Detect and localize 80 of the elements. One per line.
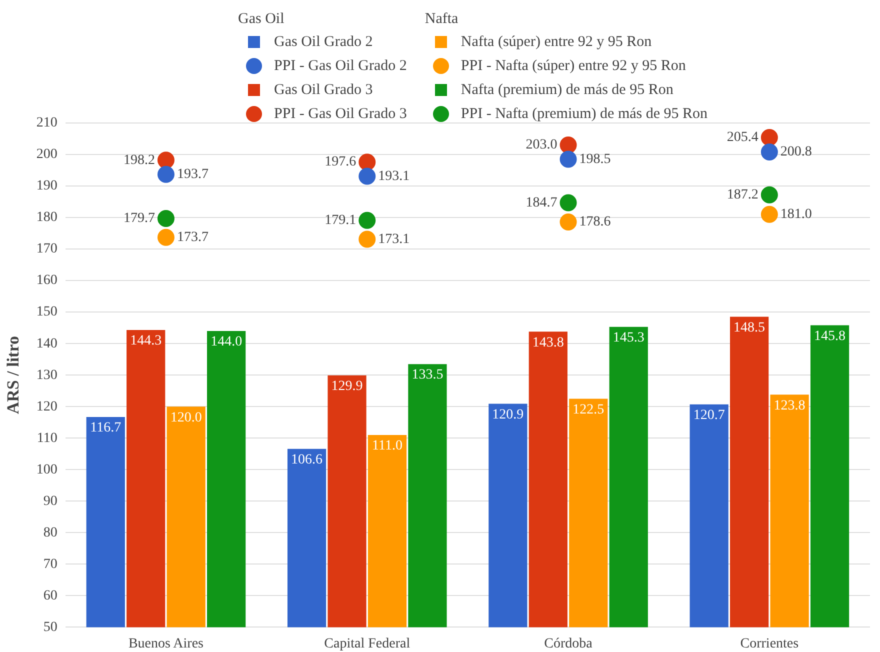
point [157,152,174,169]
data-label: 145.8 [814,328,846,344]
data-label: 200.8 [780,144,812,160]
y-tick-label: 190 [36,178,58,194]
point [560,213,577,230]
data-label: 116.7 [90,420,122,436]
text: Nafta [424,10,460,29]
point [560,136,577,154]
point [358,154,376,171]
point [358,168,376,185]
data-label: 184.7 [526,195,558,210]
point [760,206,778,223]
legend-label: Nafta (premium) de más de 95 Ron [460,81,674,100]
data-label: 205.4 [726,130,758,146]
legend-label: PPI - Gas Oil Grado 3 [274,105,407,124]
data-label: 187.2 [726,188,758,203]
data-label: 203.0 [526,138,558,153]
x-tick-label: Capital Federal [324,636,410,652]
data-label: 111.0 [372,438,402,454]
point [157,228,174,246]
data-label: 181.0 [780,207,812,222]
data-label: 120.0 [170,410,202,426]
x-tick-label: Corrientes [740,636,799,652]
y-tick-label: 80 [43,525,58,540]
data-label: 122.5 [572,402,604,418]
y-tick-label: 100 [36,462,58,478]
legend-label: PPI - Nafta (súper) entre 92 y 95 Ron [460,57,686,76]
point [358,230,376,248]
data-label: 143.8 [532,335,564,350]
y-tick-label: 90 [43,494,58,509]
y-axis-title: ARS / litro [4,336,23,414]
y-tick-label: 160 [36,273,58,288]
data-label: 144.3 [130,334,162,349]
data-label: 129.9 [331,379,363,394]
point [157,166,174,183]
data-label: 133.5 [412,368,444,383]
data-label: 179.7 [123,211,155,226]
y-tick-label: 150 [36,304,58,320]
y-tick-label: 180 [36,210,58,226]
text: Gas Oil [238,10,286,29]
legend-label: Nafta (súper) entre 92 y 95 Ron [460,33,652,52]
data-label: 197.6 [324,154,356,170]
y-tick-label: 110 [36,430,58,446]
data-label: 148.5 [734,320,766,336]
y-tick-label: 120 [36,399,58,414]
data-label: 173.1 [378,232,410,247]
point [358,212,376,229]
legend-label: PPI - Nafta (premium) de más de 95 Ron [460,105,708,124]
legend-label: Gas Oil Grado 3 [274,81,373,100]
point [157,210,174,227]
data-label: 123.8 [774,398,806,414]
y-tick-label: 50 [43,620,58,635]
point [560,194,577,212]
point [760,128,778,146]
x-tick-label: Córdoba [544,636,594,652]
data-label: 193.7 [176,167,208,182]
point [560,150,577,168]
data-label: 179.1 [324,213,356,228]
y-tick-label: 70 [43,556,58,572]
data-label: 145.3 [612,330,644,346]
y-tick-label: 60 [43,588,58,604]
data-label: 106.6 [291,452,323,468]
y-tick-label: 170 [36,242,58,257]
data-label: 144.0 [210,334,242,350]
data-label: 120.7 [693,408,725,424]
y-tick-label: 200 [36,147,58,162]
y-tick-label: 130 [36,368,58,383]
y-tick-label: 140 [36,336,58,352]
y-tick-label: 210 [36,116,58,131]
point [760,186,778,204]
point [760,143,778,160]
data-label: 120.9 [492,407,524,422]
data-label: 198.5 [579,152,611,167]
data-label: 193.1 [378,168,410,184]
legend-label: PPI - Gas Oil Grado 2 [274,57,407,76]
data-label: 178.6 [579,214,611,230]
x-tick-label: Buenos Aires [128,636,204,652]
data-label: 198.2 [123,152,155,168]
data-label: 173.7 [176,230,208,246]
legend-label: Gas Oil Grado 2 [274,33,373,52]
